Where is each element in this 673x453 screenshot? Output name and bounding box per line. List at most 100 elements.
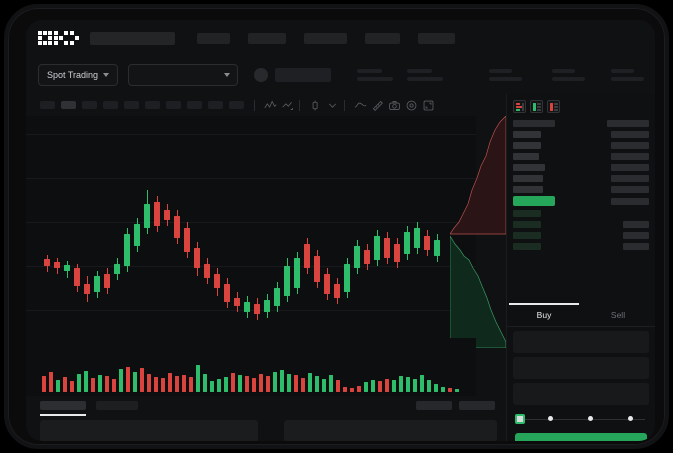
bar-style-icon[interactable] (309, 99, 322, 112)
orderbook-ask-row-2[interactable] (513, 140, 649, 151)
candle-34 (374, 116, 380, 338)
timeframe-chip-6[interactable] (145, 101, 160, 109)
toolbar-divider (254, 99, 255, 111)
trendline-icon[interactable] (354, 99, 367, 112)
timeframe-chip-7[interactable] (166, 101, 181, 109)
volume-bar-6 (77, 374, 81, 392)
indicator-icon[interactable] (264, 99, 277, 112)
candle-24 (274, 116, 280, 338)
bottom-tab-2[interactable] (96, 401, 138, 410)
orderbook-bid-row-1[interactable] (513, 208, 649, 219)
timeframe-chip-1[interactable] (40, 101, 55, 109)
candle-4 (74, 116, 80, 338)
candlestick-chart[interactable] (26, 116, 476, 338)
buy-tab-active-indicator (509, 303, 579, 305)
camera-icon[interactable] (388, 99, 401, 112)
order-book[interactable] (507, 118, 655, 303)
settings-icon[interactable] (405, 99, 418, 112)
buy-submit-button[interactable] (515, 433, 647, 441)
volume-bar-31 (252, 378, 256, 392)
orderbook-bid-row-2[interactable] (513, 219, 649, 230)
candle-20 (234, 116, 240, 338)
nav-item-3[interactable] (304, 32, 347, 44)
orderbook-ask-row-5[interactable] (513, 173, 649, 184)
candle-6 (94, 116, 100, 338)
slider-stop-75[interactable] (628, 416, 633, 421)
candle-26 (294, 116, 300, 338)
orderbook-ask-row-3[interactable] (513, 151, 649, 162)
volume-bar-9 (98, 375, 102, 392)
fullscreen-icon[interactable] (422, 99, 435, 112)
volume-bar-38 (301, 378, 305, 392)
volume-bar-16 (147, 374, 151, 392)
trading-pair-selector[interactable] (128, 64, 239, 86)
slider-stop-25[interactable] (548, 416, 553, 421)
volume-bar-32 (259, 374, 263, 392)
orderbook-ask-row-1[interactable] (513, 129, 649, 140)
nav-item-2[interactable] (248, 32, 286, 44)
candle-29 (324, 116, 330, 338)
orderbook-ask-row-4[interactable] (513, 162, 649, 173)
ruler-icon[interactable] (371, 99, 384, 112)
orderbook-bid-row-4[interactable] (513, 241, 649, 252)
orderbook-mode-sell[interactable] (547, 100, 560, 113)
top-navigation-bar (26, 20, 655, 56)
candle-14 (174, 116, 180, 338)
nav-item-1[interactable] (197, 32, 230, 44)
volume-bar-45 (350, 388, 354, 392)
amount-field[interactable] (513, 357, 649, 379)
volume-bar-34 (273, 372, 277, 392)
toolbar-divider (299, 99, 300, 111)
tab-buy[interactable]: Buy (536, 309, 552, 320)
candle-12 (154, 116, 160, 338)
volume-bar-57 (434, 384, 438, 392)
timeframe-chip-3[interactable] (82, 101, 97, 109)
volume-histogram[interactable] (26, 338, 476, 396)
timeframe-chip-8[interactable] (187, 101, 202, 109)
candle-13 (164, 116, 170, 338)
orderbook-mode-buy[interactable] (530, 100, 543, 113)
price-field[interactable] (513, 331, 649, 353)
timeframe-chip-4[interactable] (103, 101, 118, 109)
timeframe-chip-5[interactable] (124, 101, 139, 109)
orderbook-mode-both[interactable] (513, 100, 526, 113)
volume-bar-8 (91, 378, 95, 392)
market-type-selector[interactable]: Spot Trading (38, 64, 119, 86)
volume-bar-58 (441, 387, 445, 392)
timeframe-chip-2[interactable] (61, 101, 76, 109)
candle-3 (64, 116, 70, 338)
bottom-tab-1[interactable] (40, 401, 86, 410)
timeframe-chip-10[interactable] (229, 101, 244, 109)
device-frame: Spot Trading (4, 4, 669, 449)
orderbook-ask-row-6[interactable] (513, 184, 649, 195)
slider-handle[interactable] (515, 414, 525, 424)
volume-bar-41 (322, 379, 326, 392)
volume-bar-20 (175, 376, 179, 392)
orderbook-view-modes (507, 94, 655, 118)
okx-logo[interactable] (38, 31, 80, 45)
candle-15 (184, 116, 190, 338)
volume-bar-59 (448, 388, 452, 392)
toolbar-divider (344, 99, 345, 111)
volume-bar-49 (378, 381, 382, 392)
search-input[interactable] (90, 31, 175, 45)
chart-type-icon[interactable] (326, 99, 339, 112)
amount-percent-slider[interactable] (515, 414, 647, 424)
orderbook-bid-row-3[interactable] (513, 230, 649, 241)
volume-bar-47 (364, 382, 368, 392)
bottom-action-1[interactable] (416, 401, 452, 410)
volume-bar-53 (406, 377, 410, 392)
total-field[interactable] (513, 383, 649, 405)
volume-bar-22 (189, 377, 193, 392)
volume-bar-46 (357, 386, 361, 392)
nav-item-5[interactable] (418, 32, 455, 44)
nav-item-4[interactable] (365, 32, 400, 44)
tab-sell[interactable]: Sell (610, 309, 626, 320)
compare-icon[interactable] (281, 99, 294, 112)
volume-bar-13 (126, 367, 130, 392)
volume-bar-11 (112, 379, 116, 392)
timeframe-chip-9[interactable] (208, 101, 223, 109)
market-stat-5 (611, 69, 645, 81)
bottom-action-2[interactable] (459, 401, 495, 410)
slider-stop-50[interactable] (588, 416, 593, 421)
